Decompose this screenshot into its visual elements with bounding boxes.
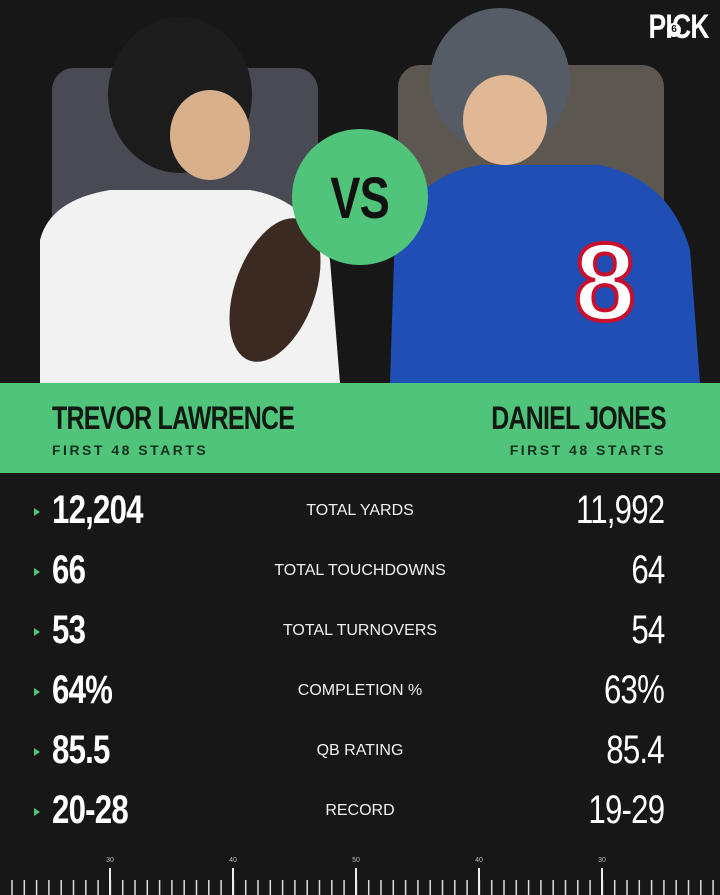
- right-value: 64: [630, 548, 665, 592]
- left-face: [170, 90, 250, 180]
- stat-label: COMPLETION %: [297, 682, 423, 699]
- right-name: DANIEL JONES: [442, 400, 666, 437]
- row-marker: [34, 628, 40, 636]
- stat-label: TOTAL TOUCHDOWNS: [274, 562, 446, 579]
- right-value: 85.4: [606, 728, 664, 772]
- left-value: 64%: [52, 668, 113, 712]
- football: [229, 218, 321, 362]
- stat-label: TOTAL YARDS: [306, 502, 414, 519]
- row-marker: [34, 568, 40, 576]
- yard-number: 30: [106, 857, 114, 864]
- right-subtitle: FIRST 48 STARTS: [509, 442, 666, 458]
- left-value: 20-28: [52, 788, 129, 832]
- logo-badge: 6: [667, 23, 681, 37]
- right-face: [463, 75, 547, 165]
- left-name: TREVOR LAWRENCE: [52, 400, 362, 437]
- stat-label: RECORD: [325, 802, 395, 819]
- yard-number: 50: [352, 857, 360, 864]
- row-marker: [34, 688, 40, 696]
- yard-number: 40: [475, 857, 483, 864]
- yard-number: 30: [598, 857, 606, 864]
- row-marker: [34, 748, 40, 756]
- right-name-text: DANIEL JONES: [491, 400, 666, 436]
- player-photos: 8: [40, 8, 700, 383]
- right-value: 54: [630, 608, 665, 652]
- left-value: 53: [52, 608, 86, 652]
- right-jersey: [390, 165, 700, 383]
- vs-circle: [292, 129, 428, 265]
- stat-label: QB RATING: [316, 742, 404, 759]
- stat-label: TOTAL TURNOVERS: [282, 622, 438, 639]
- left-value: 12,204: [52, 488, 144, 532]
- yard-lines: 30 40 50 40 30: [11, 857, 714, 895]
- jersey-number: 8: [574, 221, 635, 344]
- left-value: 66: [52, 548, 86, 592]
- right-value: 63%: [603, 668, 665, 712]
- row-marker: [34, 808, 40, 816]
- left-value: 85.5: [52, 728, 110, 772]
- right-value: 19-29: [588, 788, 665, 832]
- row-marker: [34, 508, 40, 516]
- right-value: 11,992: [575, 488, 665, 532]
- vs-label: VS: [330, 166, 391, 231]
- yard-number: 40: [229, 857, 237, 864]
- left-subtitle: FIRST 48 STARTS: [52, 442, 209, 458]
- left-name-text: TREVOR LAWRENCE: [52, 400, 295, 436]
- vs-text: VS: [292, 165, 428, 232]
- name-band: [0, 383, 720, 473]
